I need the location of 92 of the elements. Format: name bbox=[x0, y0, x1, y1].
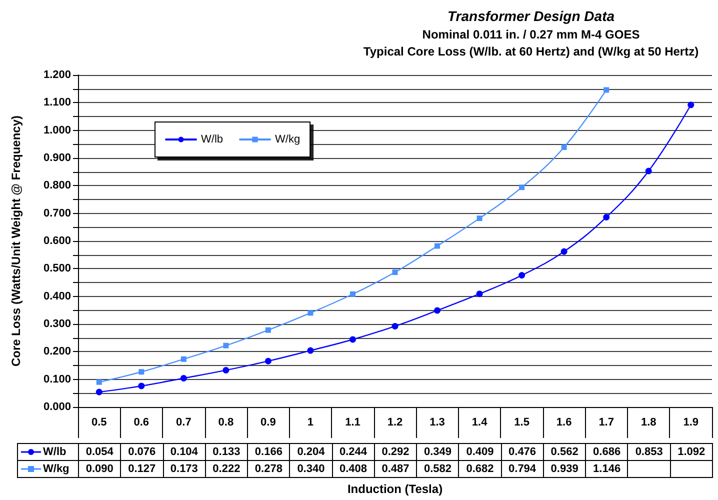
x-tick-label: 1.8 bbox=[640, 416, 656, 428]
point bbox=[350, 291, 356, 297]
y-tick-label: 0.600 bbox=[43, 235, 71, 247]
y-tick-label: 1.100 bbox=[43, 96, 71, 109]
y-axis-title: Core Loss (Watts/Unit Weight @ Frequency) bbox=[9, 115, 23, 367]
data-label: 0.582 bbox=[416, 460, 459, 478]
y-tick-label: 0.900 bbox=[43, 152, 71, 164]
data-label: 0.222 bbox=[205, 460, 248, 478]
y-tick-label: 0.300 bbox=[43, 318, 71, 330]
point bbox=[264, 358, 272, 364]
data-label: 0.349 bbox=[416, 444, 459, 460]
data-label: 0.562 bbox=[543, 444, 586, 460]
data-label: 0.476 bbox=[501, 444, 544, 460]
legend-label: W/kg bbox=[275, 134, 300, 146]
x-tick-label: 1 bbox=[307, 416, 314, 428]
point bbox=[561, 144, 567, 150]
data-label: 0.166 bbox=[248, 444, 290, 460]
point bbox=[96, 388, 102, 396]
data-label: 0.939 bbox=[543, 460, 586, 478]
x-tick-label: 0.8 bbox=[218, 416, 234, 428]
point bbox=[476, 290, 483, 298]
data-label: 0.487 bbox=[374, 460, 417, 478]
y-tick-label: 0.200 bbox=[43, 346, 71, 358]
data-label: 0.104 bbox=[163, 444, 206, 460]
point bbox=[645, 168, 652, 174]
point bbox=[688, 102, 694, 108]
point bbox=[392, 270, 398, 276]
data-label: 0.686 bbox=[586, 444, 628, 460]
x-tick-label: 1.1 bbox=[345, 416, 360, 428]
point bbox=[307, 347, 314, 354]
data-label: 0.408 bbox=[332, 460, 374, 478]
y-tick-label: 0.700 bbox=[43, 207, 71, 220]
y-tick-label: 0.100 bbox=[43, 373, 71, 386]
point bbox=[603, 214, 610, 220]
chart-title: Transformer Design Data bbox=[447, 8, 615, 24]
data-label: 0.409 bbox=[458, 444, 502, 460]
y-tick-label: 0.400 bbox=[43, 290, 71, 302]
data-label: 0.173 bbox=[163, 460, 206, 478]
point bbox=[434, 243, 440, 249]
data-label: 0.853 bbox=[628, 444, 670, 460]
x-tick-label: 0.6 bbox=[134, 416, 150, 428]
x-tick-label: 0.7 bbox=[176, 416, 192, 428]
x-tick-label: 1.3 bbox=[430, 416, 445, 428]
point bbox=[518, 272, 526, 279]
point bbox=[519, 184, 525, 190]
chart-subtitle: Nominal 0.011 in. / 0.27 mm M-4 GOES Typical Core Loss (W/lb. at 60 Hertz) and (W/kg at 50 Hertz) bbox=[363, 28, 699, 58]
y-tick-label: 1.200 bbox=[43, 69, 71, 81]
x-tick-label: 1.9 bbox=[683, 416, 699, 428]
y-tick-label: 0.800 bbox=[43, 180, 71, 192]
data-label: 0.076 bbox=[120, 444, 164, 460]
point bbox=[476, 216, 482, 222]
x-tick-label: 1.5 bbox=[514, 416, 530, 428]
point bbox=[223, 342, 229, 348]
x-tick-label: 1.2 bbox=[387, 416, 403, 428]
point bbox=[138, 382, 145, 390]
data-label: 0.204 bbox=[290, 444, 332, 460]
point bbox=[308, 310, 314, 316]
y-tick-label: 0.500 bbox=[43, 262, 71, 275]
point bbox=[604, 87, 610, 93]
data-label: 0.133 bbox=[205, 444, 248, 460]
point bbox=[392, 322, 398, 330]
point bbox=[222, 366, 230, 374]
data-label: 0.340 bbox=[290, 460, 332, 478]
data-label: 0.278 bbox=[248, 460, 290, 478]
legend-label: W/lb bbox=[201, 134, 223, 146]
data-label: 1.092 bbox=[670, 444, 712, 460]
text: W/lb bbox=[43, 446, 66, 458]
point bbox=[349, 336, 356, 343]
x-tick-label: 1.4 bbox=[472, 416, 488, 428]
y-tick-label: 0.000 bbox=[43, 401, 71, 413]
point bbox=[180, 374, 187, 382]
data-label: 0.682 bbox=[458, 460, 502, 478]
point bbox=[180, 356, 186, 362]
data-label: 0.090 bbox=[78, 460, 121, 478]
point bbox=[138, 369, 144, 375]
x-axis-title: Induction (Tesla) bbox=[347, 482, 443, 496]
point bbox=[560, 248, 568, 255]
data-label: 1.146 bbox=[586, 460, 628, 478]
x-tick-label: 0.9 bbox=[260, 416, 276, 428]
data-label: 0.127 bbox=[120, 460, 164, 478]
data-label: 0.244 bbox=[332, 444, 374, 460]
data-label: 0.054 bbox=[78, 444, 121, 460]
data-label: 0.794 bbox=[501, 460, 544, 478]
x-tick-label: 0.5 bbox=[91, 416, 107, 428]
x-tick-label: 1.6 bbox=[556, 416, 572, 428]
x-tick-label: 1.7 bbox=[598, 416, 614, 428]
y-tick-label: 1.000 bbox=[43, 124, 71, 136]
point bbox=[434, 307, 441, 314]
point bbox=[96, 379, 102, 385]
text: W/kg bbox=[43, 463, 70, 475]
data-label: 0.292 bbox=[374, 444, 417, 460]
point bbox=[265, 327, 271, 333]
